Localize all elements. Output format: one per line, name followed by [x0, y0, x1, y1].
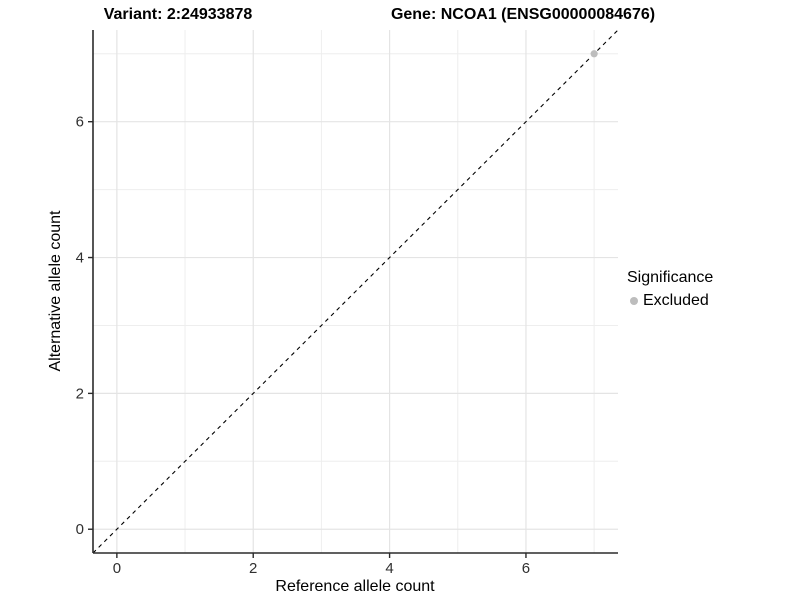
y-tick-label: 0	[76, 521, 84, 538]
x-tick-label: 4	[385, 560, 393, 577]
x-tick-label: 6	[522, 560, 530, 577]
x-tick-label: 0	[113, 560, 121, 577]
x-tick-label: 2	[249, 560, 257, 577]
variant-title: Variant: 2:24933878	[103, 6, 253, 23]
y-axis-title: Alternative allele count	[47, 210, 64, 372]
y-tick-label: 4	[76, 250, 84, 267]
legend-item-label: Excluded	[643, 292, 709, 309]
legend: Significance Excluded	[627, 269, 713, 310]
excluded-point-icon	[630, 297, 638, 305]
identity-line	[92, 29, 619, 554]
data-point	[590, 50, 598, 58]
y-tick-label: 2	[76, 385, 84, 402]
legend-item: Excluded	[627, 292, 713, 310]
gene-title: Gene: NCOA1 (ENSG00000084676)	[390, 6, 656, 23]
y-tick-label: 6	[76, 114, 84, 131]
legend-title: Significance	[627, 269, 714, 286]
x-axis-title: Reference allele count	[275, 578, 435, 595]
